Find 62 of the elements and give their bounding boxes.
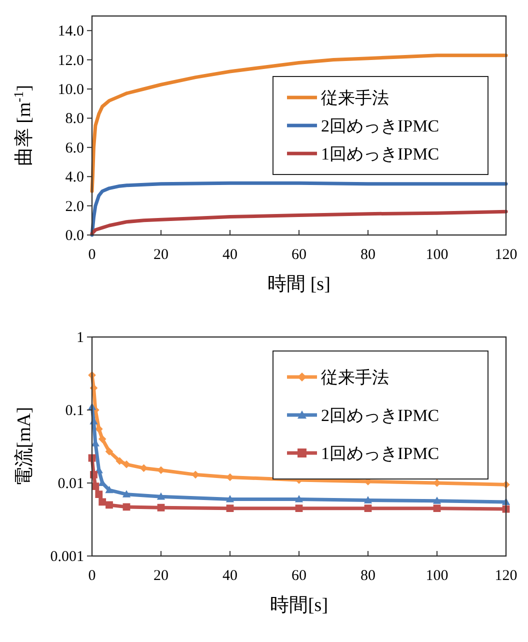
y-tick-label: 1 [76, 330, 84, 346]
x-tick-label: 80 [360, 568, 376, 584]
y-tick-label: 8.0 [65, 111, 84, 128]
point [157, 504, 165, 512]
x-tick-label: 40 [222, 568, 238, 584]
point [122, 460, 130, 468]
line-series [90, 210, 508, 236]
x-axis-title: 時間[s] [270, 595, 328, 616]
point [95, 425, 103, 433]
line-series [90, 54, 508, 193]
x-tick-label: 60 [292, 568, 306, 584]
x-tick-label: 0 [88, 247, 96, 263]
point [116, 457, 124, 465]
y-tick-label: 2.0 [65, 198, 84, 215]
y-tick-label: 0.0 [65, 228, 84, 244]
line-series [90, 181, 508, 237]
x-axis-title: 時間 [s] [268, 274, 330, 295]
point [433, 497, 441, 504]
point [295, 504, 303, 512]
legend-label: 従来手法 [321, 368, 389, 387]
point [122, 503, 130, 511]
y-tick-label: 0.01 [58, 476, 84, 492]
x-tick-label: 100 [426, 568, 448, 584]
point [90, 470, 98, 478]
point [106, 501, 113, 509]
legend-label: 1回めっきIPMC [321, 144, 440, 164]
x-tick-label: 20 [154, 568, 168, 584]
point [106, 486, 113, 494]
x-tick-label: 120 [494, 568, 518, 584]
point [140, 464, 148, 472]
y-tick-label: 0.001 [50, 549, 84, 565]
point [364, 496, 372, 504]
point [295, 495, 303, 502]
x-tick-label: 120 [494, 247, 518, 263]
point [226, 504, 234, 512]
y-tick-label: 10.0 [58, 82, 84, 98]
y-axis-title: 電流[mA] [13, 406, 35, 486]
x-tick-label: 20 [154, 247, 168, 263]
y-tick-label: 6.0 [65, 140, 84, 156]
legend-label: 2回めっきIPMC [321, 116, 440, 136]
x-tick-label: 100 [426, 247, 448, 263]
x-tick-label: 60 [292, 247, 306, 263]
y-tick-label: 4.0 [65, 170, 84, 186]
point [95, 490, 103, 498]
x-tick-label: 0 [88, 568, 96, 584]
point [122, 490, 130, 498]
y-tick-label: 14.0 [58, 24, 84, 40]
point [98, 435, 106, 443]
point [157, 492, 165, 500]
point [433, 504, 441, 512]
x-tick-label: 80 [360, 247, 376, 263]
point [98, 498, 106, 506]
legend-label: 1回めっきIPMC [321, 444, 440, 463]
point [92, 482, 100, 490]
point [226, 495, 234, 502]
y-tick-label: 0.1 [65, 403, 84, 419]
x-tick-label: 40 [222, 247, 238, 263]
point [364, 504, 372, 512]
legend-label: 2回めっきIPMC [321, 406, 440, 425]
y-tick-label: 12.0 [58, 52, 84, 69]
point [106, 448, 113, 456]
legend-label: 従来手法 [321, 88, 389, 108]
